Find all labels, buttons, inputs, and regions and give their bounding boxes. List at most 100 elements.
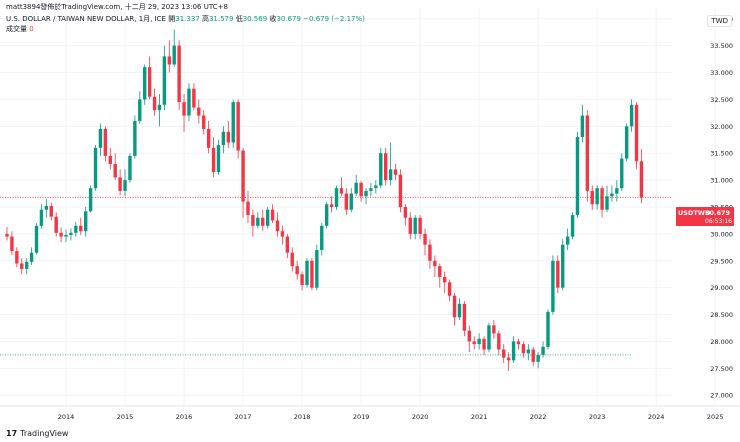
candle (634, 102, 639, 170)
candle (236, 99, 240, 159)
open-label: 開 (168, 15, 176, 23)
candle (256, 212, 260, 229)
candles (5, 29, 644, 372)
candle-body (123, 180, 127, 191)
candle-body (413, 217, 417, 234)
candle-body (315, 250, 319, 288)
candle (39, 204, 44, 229)
candle (565, 228, 570, 251)
candle-body (226, 131, 231, 143)
candle-body (551, 260, 555, 312)
candle-body (339, 188, 344, 194)
candle (162, 45, 167, 111)
currency-label[interactable]: TWD (707, 15, 732, 27)
candle-body (600, 188, 604, 210)
candle (467, 325, 471, 353)
candle (206, 120, 211, 154)
candle-body (15, 251, 19, 264)
candle (393, 163, 398, 181)
candle (492, 319, 496, 339)
candle-body (610, 193, 614, 197)
candle (497, 330, 501, 355)
candle-body (393, 169, 398, 175)
candle-body (541, 346, 545, 355)
candle-body (595, 188, 599, 205)
y-tick-label: 33.000 (710, 69, 733, 77)
x-tick-label: 2015 (117, 413, 134, 421)
candle-body (300, 274, 304, 285)
candle-body (639, 161, 644, 198)
candle (610, 185, 614, 202)
candle (118, 169, 122, 196)
symbol-name[interactable]: U.S. DOLLAR / TAIWAN NEW DOLLAR, 1月, ICE (6, 15, 166, 23)
candle (265, 207, 270, 229)
candle-body (457, 303, 462, 318)
price-tag-countdown: 06:53:16 (705, 218, 732, 225)
candle (74, 222, 78, 237)
candle-body (172, 45, 176, 65)
candle (103, 126, 108, 162)
candle-body (211, 147, 216, 173)
candle (354, 174, 358, 197)
candle (639, 148, 644, 204)
candle-body (561, 244, 565, 288)
volume-label[interactable]: 成交量 (6, 25, 27, 33)
candle (310, 258, 314, 291)
candle-body (418, 217, 422, 234)
candle-body (69, 232, 73, 235)
volume-value: 0 (29, 25, 34, 33)
y-tick-label: 27.500 (710, 365, 733, 373)
candle-body (536, 354, 540, 362)
candle (285, 233, 290, 259)
candle (79, 217, 83, 235)
candle (408, 212, 412, 240)
low-label: 低 (235, 15, 243, 23)
candle-body (5, 233, 9, 237)
candle (620, 153, 624, 191)
candle (349, 188, 353, 213)
candle (34, 223, 39, 255)
candle-body (428, 244, 432, 261)
candle-body (216, 145, 221, 173)
candle-body (261, 217, 265, 226)
candle-body (206, 129, 211, 148)
candle (143, 64, 147, 105)
candle (98, 123, 103, 156)
candle (152, 88, 157, 116)
candle (138, 91, 142, 124)
candle (44, 198, 49, 218)
candle (506, 352, 511, 372)
candle (315, 244, 319, 291)
candle (344, 188, 349, 216)
candle-body (270, 209, 275, 221)
candle-body (147, 67, 152, 97)
x-tick-label: 2022 (530, 413, 547, 421)
candle (261, 209, 265, 232)
tradingview-logo[interactable]: 17 TradingView (6, 429, 68, 438)
candle-body (423, 233, 427, 245)
candle (403, 204, 408, 226)
candle (556, 255, 560, 294)
candle (531, 346, 535, 366)
candle-body (359, 182, 363, 197)
candle (379, 147, 383, 189)
candle-body (93, 147, 98, 189)
candle-body (620, 158, 624, 189)
candle (526, 344, 531, 361)
candle (388, 142, 393, 186)
price-tag-symbol: USDTWD (678, 209, 711, 217)
candle-body (310, 260, 314, 288)
candle (536, 352, 540, 369)
candle (182, 94, 186, 132)
publish-watermark: matt3894發佈於TradingView.com, 十二月 29, 2023… (6, 3, 228, 11)
candle (216, 139, 221, 175)
candle-body (305, 260, 309, 285)
candle (329, 196, 334, 213)
x-axis[interactable]: 2014 2015 2016 2017 2018 2019 2020 2021 2022 2023… (58, 413, 724, 421)
candle (423, 228, 427, 256)
candle (462, 301, 467, 337)
candle-body (79, 225, 83, 232)
candle-body (192, 88, 196, 108)
candle-body (629, 104, 634, 127)
